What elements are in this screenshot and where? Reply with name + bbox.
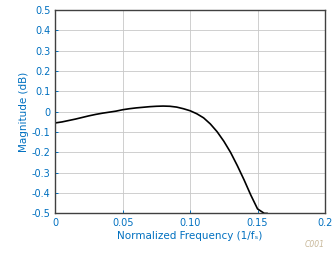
Y-axis label: Magnitude (dB): Magnitude (dB)	[19, 72, 29, 152]
Text: C001: C001	[305, 240, 325, 249]
X-axis label: Normalized Frequency (1/fₛ): Normalized Frequency (1/fₛ)	[118, 231, 263, 241]
